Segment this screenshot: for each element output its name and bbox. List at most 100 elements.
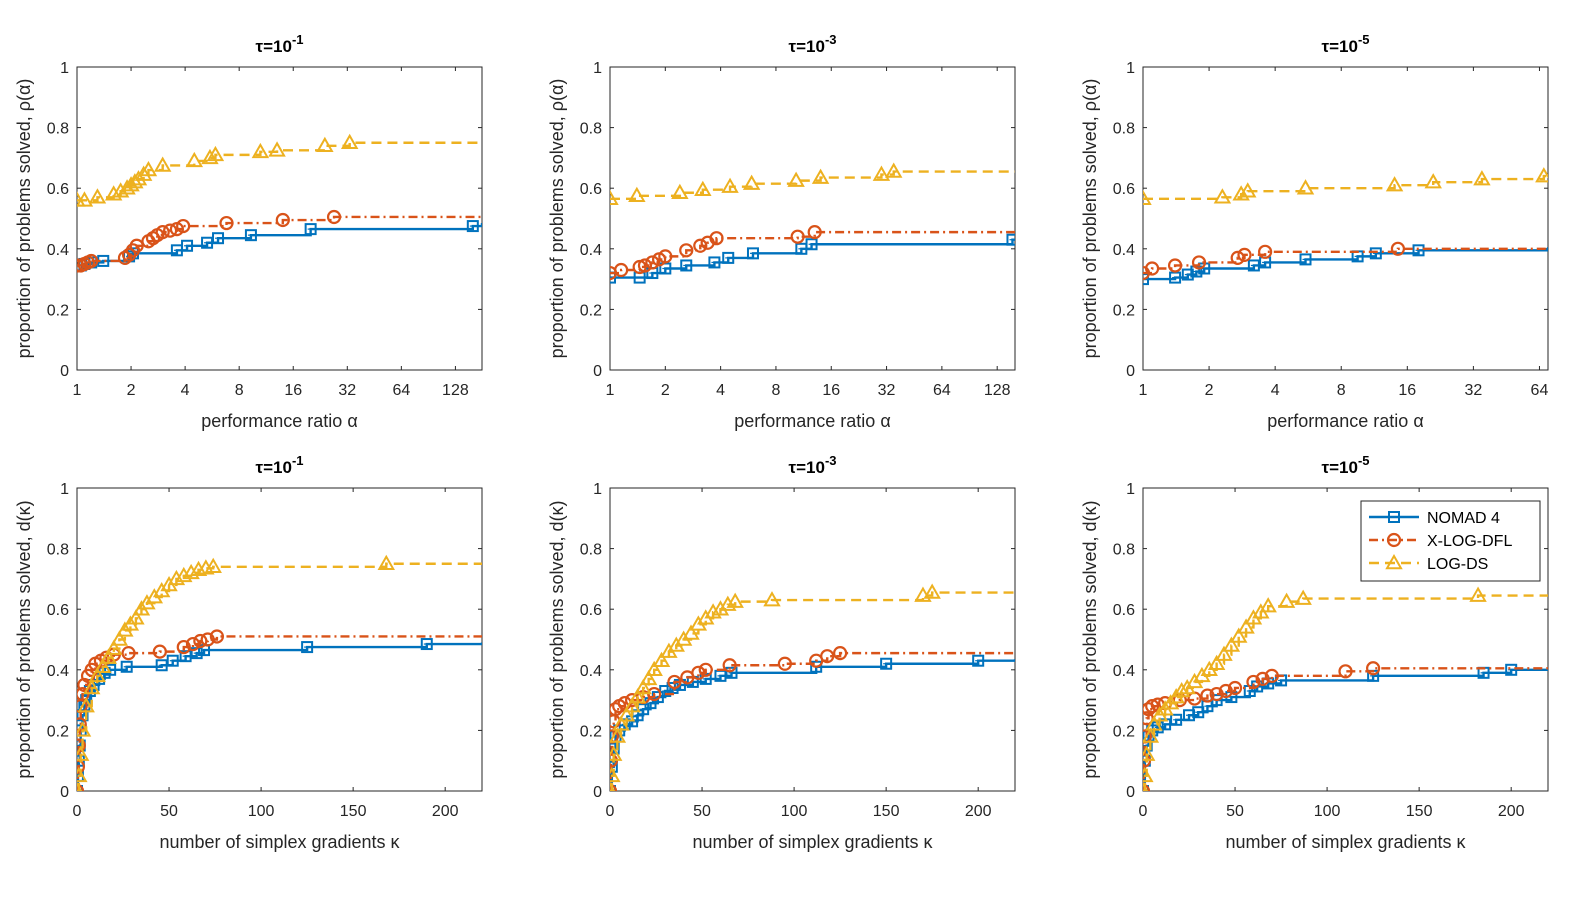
y-tick-label: 0.2 (1113, 302, 1135, 319)
triangle-marker (126, 173, 144, 189)
triangle-marker (1143, 745, 1156, 761)
triangle-marker (1215, 645, 1233, 661)
legend-entry: NOMAD 4 (1369, 510, 1500, 527)
triangle-marker (77, 191, 94, 207)
series-log-ds (77, 554, 482, 791)
x-tick-label: 32 (1464, 382, 1482, 399)
circle-marker (709, 231, 724, 246)
x-tick-label: 50 (160, 803, 178, 820)
circle-marker (326, 209, 342, 225)
triangle-marker (787, 171, 805, 187)
square-marker (301, 641, 314, 654)
x-tick-label: 200 (965, 803, 992, 820)
y-tick-label: 0.6 (1113, 602, 1135, 619)
y-tick-label: 0.8 (1113, 542, 1135, 559)
circle-marker (833, 646, 848, 661)
chart-title: τ=10-3 (789, 453, 837, 477)
series-line (610, 659, 1015, 791)
x-tick-label: 4 (716, 382, 725, 399)
chart-title-exponent: -1 (292, 453, 304, 468)
triangle-marker (268, 141, 286, 157)
y-tick-label: 0.2 (47, 302, 69, 319)
triangle-marker (726, 592, 744, 608)
x-tick-label: 128 (442, 382, 469, 399)
series-log-ds (1143, 167, 1548, 206)
triangle-marker (610, 727, 627, 743)
y-tick-label: 1 (60, 60, 69, 77)
triangle-marker (719, 595, 737, 611)
plot-area (609, 487, 1016, 792)
triangle-marker (1145, 715, 1163, 731)
square-marker (746, 247, 759, 260)
square-marker (1505, 663, 1518, 676)
x-tick-label: 2 (661, 382, 670, 399)
circle-marker (1237, 247, 1252, 262)
square-marker (1181, 268, 1194, 281)
y-tick-label: 0.8 (1113, 121, 1135, 138)
series-line (1143, 247, 1548, 275)
circle-marker (1218, 683, 1233, 699)
series-nomad-4 (1143, 244, 1548, 286)
x-tick-label: 16 (284, 382, 302, 399)
square-marker (155, 659, 168, 672)
triangle-marker (110, 630, 129, 646)
triangle-marker (1277, 592, 1296, 608)
triangle-marker (77, 781, 83, 791)
triangle-marker (201, 148, 219, 165)
x-tick-label: 150 (1406, 803, 1433, 820)
x-tick-label: 64 (392, 382, 410, 399)
x-tick-label: 16 (1398, 382, 1416, 399)
chart-title-base: τ=10 (789, 458, 825, 477)
square-marker (1412, 244, 1425, 257)
x-tick-label: 100 (781, 803, 808, 820)
circle-marker (1209, 686, 1224, 702)
triangle-marker (1207, 654, 1226, 670)
square-marker (659, 262, 672, 275)
x-tick-label: 32 (878, 382, 896, 399)
x-tick-label: 1 (1139, 382, 1148, 399)
y-axis-label: proportion of problems solved, ρ(α) (1080, 79, 1100, 359)
triangle-marker (1469, 586, 1487, 602)
series-line (1143, 174, 1548, 201)
circle-marker (1390, 241, 1406, 256)
y-tick-label: 0.8 (580, 542, 602, 559)
chart-title-base: τ=10 (256, 37, 292, 56)
triangle-marker (811, 168, 830, 184)
circle-marker (679, 243, 694, 258)
y-tick-label: 1 (1126, 60, 1135, 77)
circle-marker (1255, 671, 1270, 686)
triangle-marker (1143, 781, 1149, 791)
y-tick-label: 0.4 (580, 242, 602, 259)
x-axis-label: performance ratio α (734, 411, 890, 431)
x-tick-label: 0 (606, 803, 615, 820)
triangle-marker (94, 657, 112, 674)
x-axis-label: number of simplex gradients κ (1225, 832, 1466, 852)
square-marker (244, 229, 257, 242)
triangle-marker (1385, 176, 1404, 192)
plot-area (76, 487, 483, 792)
square-marker (1006, 233, 1015, 246)
triangle-marker (671, 183, 689, 199)
triangle-marker (1213, 188, 1232, 204)
legend-label: NOMAD 4 (1427, 510, 1500, 527)
triangle-marker (316, 136, 334, 153)
triangle-marker (88, 666, 106, 683)
circle-marker (667, 674, 682, 690)
circle-marker (1145, 699, 1160, 714)
triangle-marker (340, 133, 359, 149)
triangle-marker (652, 651, 671, 667)
circle-marker (1264, 668, 1279, 683)
circle-marker (637, 258, 653, 273)
y-tick-label: 0 (60, 363, 69, 380)
square-marker (1170, 713, 1183, 726)
triangle-marker (185, 151, 204, 168)
square-marker (179, 650, 192, 663)
triangle-marker (1143, 189, 1152, 206)
triangle-marker (77, 721, 92, 737)
circle-marker (1167, 258, 1183, 273)
series-line (610, 230, 1015, 275)
x-axis-label: performance ratio α (1267, 411, 1423, 431)
chart-title-exponent: -5 (1358, 32, 1370, 47)
series-log-ds (1143, 586, 1548, 791)
